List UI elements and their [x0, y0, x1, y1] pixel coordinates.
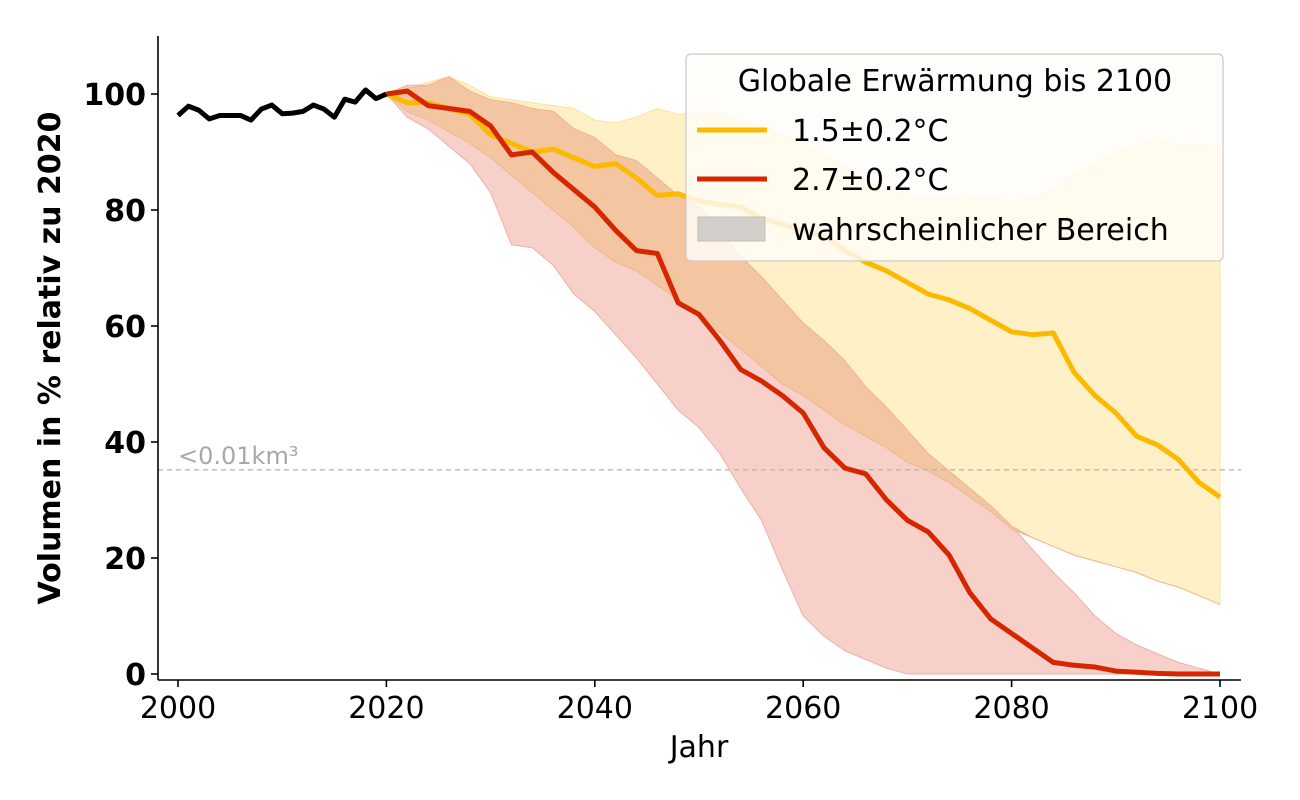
threshold-line-group: <0.01km³ — [158, 442, 1241, 471]
legend-title: Globale Erwärmung bis 2100 — [738, 64, 1172, 99]
x-tick-label: 2060 — [765, 691, 841, 726]
y-tick-label: 100 — [83, 78, 146, 113]
legend-box — [685, 53, 1224, 262]
y-tick-label: 40 — [104, 426, 146, 461]
x-tick-label: 2020 — [348, 691, 424, 726]
y-tick-label: 0 — [125, 658, 146, 693]
x-tick-label: 2080 — [973, 691, 1049, 726]
x-tick-label: 2040 — [557, 691, 633, 726]
y-tick-label: 20 — [104, 542, 146, 577]
y-tick-label: 60 — [104, 310, 146, 345]
line-historic — [176, 87, 388, 123]
y-ticks: 0 20 40 60 80 100 — [83, 78, 158, 693]
y-tick-label: 80 — [104, 194, 146, 229]
x-axis-title: Jahr — [668, 730, 729, 765]
y-axis-title: Volumen in % relativ zu 2020 — [33, 112, 68, 605]
legend-label-27: 2.7±0.2°C — [792, 163, 949, 198]
legend-label-15: 1.5±0.2°C — [792, 114, 949, 149]
x-tick-label: 2000 — [140, 691, 216, 726]
legend-swatch-range — [697, 216, 766, 242]
threshold-label: <0.01km³ — [178, 442, 298, 470]
legend-label-range: wahrscheinlicher Bereich — [792, 213, 1169, 248]
legend: Globale Erwärmung bis 2100 1.5±0.2°C 2.7… — [685, 53, 1224, 262]
x-tick-label: 2100 — [1182, 691, 1258, 726]
x-ticks: 2000 2020 2040 2060 2080 2100 — [140, 680, 1258, 726]
line-27 — [386, 88, 1220, 677]
